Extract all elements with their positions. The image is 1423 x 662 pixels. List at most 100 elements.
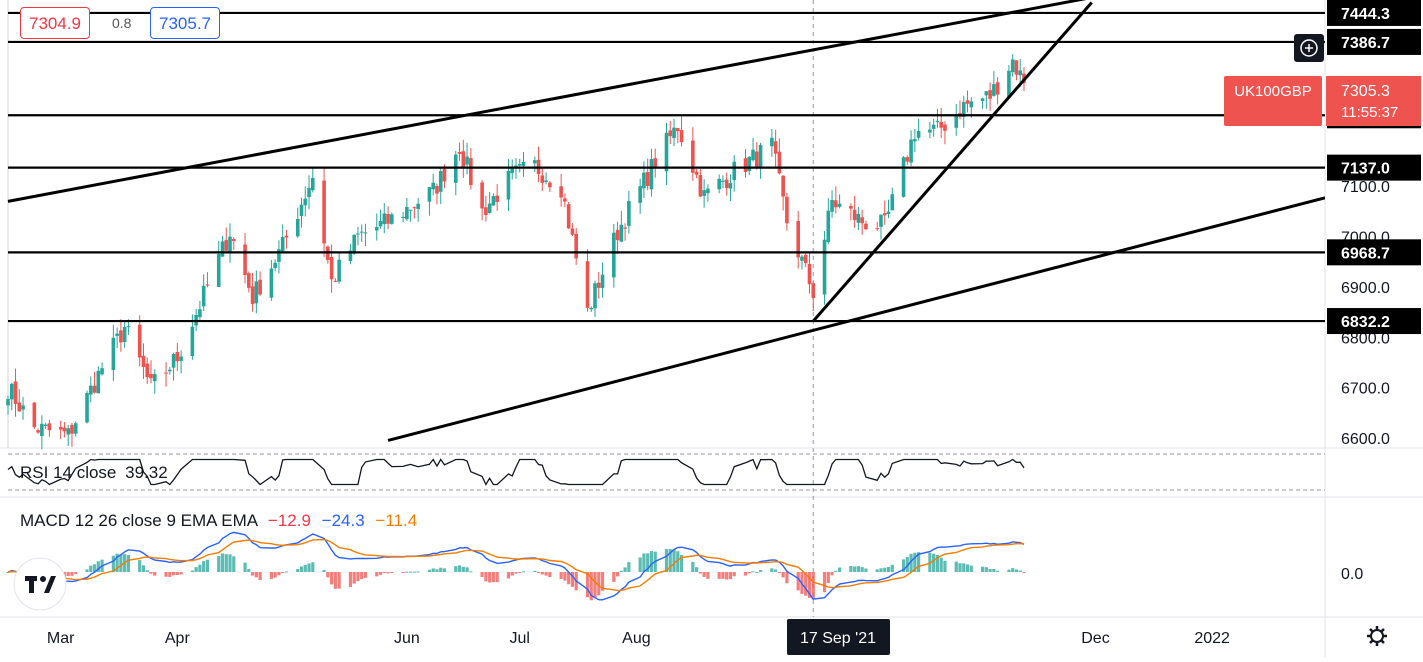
macd-histogram-bar — [984, 567, 988, 572]
macd-histogram-bar — [303, 564, 307, 572]
candle — [901, 156, 906, 198]
macd-histogram-bar — [901, 559, 906, 572]
tradingview-logo-icon[interactable] — [13, 557, 67, 611]
macd-histogram-bar — [506, 572, 511, 579]
macd-signal-line — [7, 538, 1025, 592]
candle — [363, 223, 368, 247]
trend-line[interactable] — [812, 1, 1093, 323]
macd-histogram-bar — [559, 572, 563, 580]
macd-histogram-bar — [194, 567, 198, 572]
buy-price-button[interactable]: 7305.7 — [150, 7, 220, 39]
macd-histogram-bar — [536, 572, 541, 573]
candle — [487, 191, 492, 214]
candle — [664, 122, 669, 186]
candle — [198, 300, 202, 321]
y-axis-tick-label: 6600.0 — [1341, 431, 1390, 448]
y-axis-tick-label: 6700.0 — [1341, 381, 1390, 398]
gear-icon[interactable] — [1367, 626, 1387, 646]
crosshair-date-tag: 17 Sep '21 — [787, 619, 890, 655]
candle — [574, 228, 578, 265]
candle — [860, 209, 864, 235]
macd-histogram-bar — [217, 556, 221, 572]
macd-histogram-bar — [837, 567, 842, 572]
candle — [243, 233, 247, 284]
candle — [322, 167, 326, 257]
candle — [913, 129, 917, 152]
candle — [427, 186, 432, 216]
macd-histogram-bar — [337, 572, 341, 589]
macd-histogram-bar — [518, 572, 522, 573]
macd-histogram-bar — [826, 572, 830, 584]
rsi-line — [7, 458, 1025, 486]
macd-histogram-bar — [695, 567, 699, 572]
candle — [1007, 65, 1011, 99]
macd-histogram-bar — [74, 572, 78, 575]
candle — [747, 156, 752, 176]
macd-histogram-bar — [431, 568, 435, 572]
candle — [36, 428, 40, 434]
rsi-legend-label: RSI 14 close — [20, 463, 117, 482]
macd-histogram-bar — [717, 572, 721, 579]
macd-histogram-bar — [751, 571, 755, 573]
candle — [886, 199, 891, 218]
macd-histogram-bar — [811, 572, 815, 600]
candle — [717, 174, 721, 194]
plus-circle-icon[interactable] — [1294, 34, 1324, 62]
macd-histogram-bar — [6, 572, 10, 573]
candle — [864, 220, 868, 231]
macd-histogram-bar — [834, 570, 838, 572]
candle — [826, 198, 831, 245]
candle — [724, 172, 729, 196]
macd-histogram-bar — [544, 572, 548, 576]
candle — [728, 174, 733, 202]
macd-histogram-bar — [514, 572, 518, 574]
candle — [589, 306, 594, 313]
macd-histogram-bar — [401, 572, 405, 573]
candle — [122, 321, 127, 348]
candle — [679, 116, 684, 147]
candle — [822, 231, 827, 305]
x-axis-tick-label: Jul — [510, 630, 530, 647]
crosshair-date-label: 17 Sep '21 — [800, 630, 876, 647]
rsi-legend[interactable]: RSI 14 close 39.32 — [20, 463, 168, 483]
macd-histogram-bar — [623, 567, 627, 572]
candle — [781, 175, 785, 211]
macd-legend[interactable]: MACD 12 26 close 9 EMA EMA −12.9 −24.3 −… — [20, 511, 417, 531]
candle — [92, 371, 97, 394]
macd-histogram-bar — [917, 552, 921, 572]
macd-histogram-bar — [879, 568, 883, 572]
macd-histogram-bar — [935, 554, 940, 572]
macd-histogram-bar — [427, 569, 432, 572]
x-axis-tick-label: Jun — [394, 630, 420, 647]
macd-histogram-bar — [202, 561, 206, 572]
svg-text:7386.7: 7386.7 — [1341, 35, 1390, 52]
candle — [359, 224, 364, 242]
macd-histogram-bar — [679, 554, 684, 572]
macd-histogram-bar — [96, 561, 100, 572]
macd-histogram-bar — [232, 556, 236, 572]
candle — [9, 382, 14, 411]
trend-line[interactable] — [7, 0, 1092, 203]
macd-histogram-bar — [149, 572, 153, 574]
candle — [653, 148, 658, 178]
macd-zero-tick-label: 0.0 — [1341, 566, 1363, 583]
rsi-legend-value: 39.32 — [125, 463, 168, 482]
candle — [721, 175, 725, 188]
candle — [47, 419, 52, 437]
candle — [171, 352, 176, 381]
current-price-label: 7305.3 — [1341, 83, 1390, 100]
trend-line[interactable] — [387, 196, 1325, 442]
candle — [751, 137, 755, 162]
macd-histogram-bar — [243, 562, 247, 572]
macd-histogram-bar — [442, 568, 447, 572]
macd-histogram-bar — [299, 566, 304, 572]
sell-price-button[interactable]: 7304.9 — [20, 7, 90, 39]
macd-histogram-bar — [585, 572, 590, 598]
macd-histogram-bar — [1018, 570, 1022, 572]
candle — [378, 209, 383, 229]
macd-histogram-bar — [646, 553, 650, 572]
candle — [401, 212, 405, 223]
spread-value: 0.8 — [112, 15, 132, 31]
macd-histogram-bar — [770, 568, 774, 572]
